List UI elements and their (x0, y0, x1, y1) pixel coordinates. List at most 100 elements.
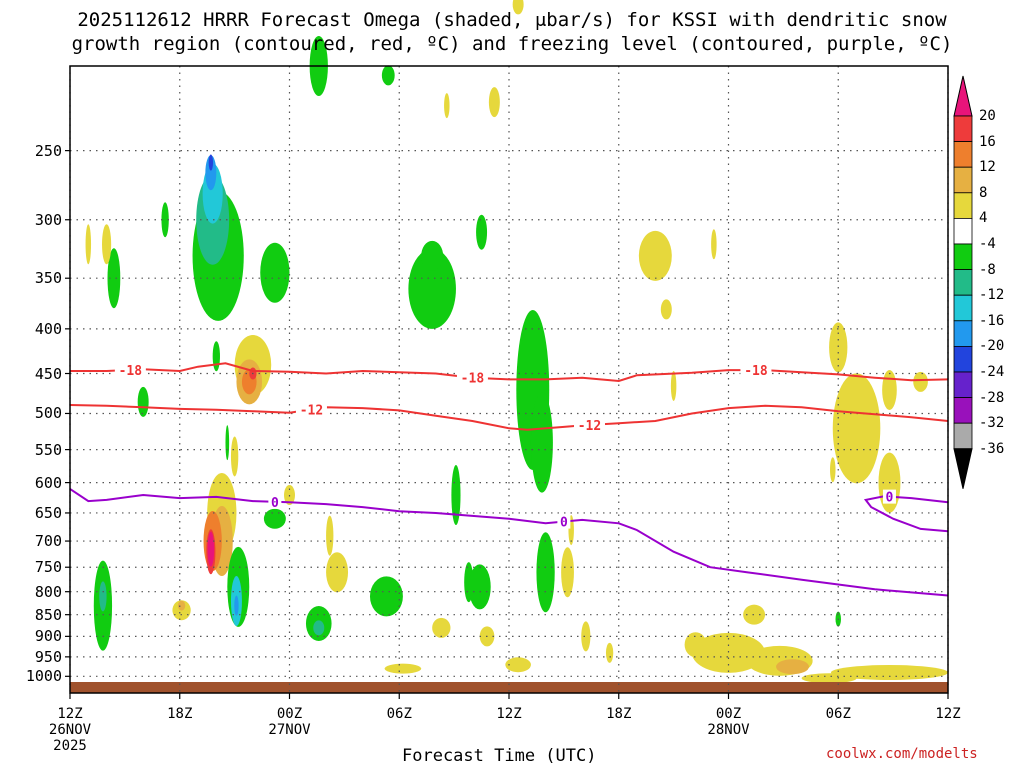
x-tick-label: 18Z (606, 706, 632, 722)
contour-label: -18 (119, 364, 143, 379)
omega-blob (776, 659, 809, 675)
chart-title-line-1: 2025112612 HRRR Forecast Omega (shaded, … (77, 9, 947, 31)
omega-blob (137, 386, 149, 417)
colorbar-level-label: -28 (979, 389, 1005, 406)
omega-blob (313, 620, 325, 636)
omega-blob (530, 392, 553, 493)
omega-shading (85, 0, 948, 684)
omega-blob (882, 369, 897, 410)
colorbar-level-label: -36 (979, 440, 1005, 457)
omega-blob (536, 532, 555, 613)
omega-blob (207, 531, 215, 567)
x-tick-label: 06Z (825, 706, 851, 722)
contour-label: -12 (300, 403, 323, 418)
omega-blob (711, 229, 717, 260)
colorbar-swatch (953, 141, 973, 168)
omega-blob (444, 93, 450, 119)
omega-blob (208, 154, 214, 171)
colorbar-swatch (953, 422, 973, 450)
omega-blob (476, 214, 488, 250)
y-tick-label: 400 (34, 319, 62, 338)
omega-blob (85, 224, 92, 265)
omega-blob (260, 242, 290, 303)
contour-label: 0 (271, 496, 279, 511)
x-tick-label: 12Z (496, 706, 522, 722)
y-tick-label: 600 (34, 473, 62, 492)
x-date-label: 28NOV (707, 722, 750, 738)
y-tick-label: 800 (34, 582, 62, 601)
contour-label: 0 (560, 516, 568, 531)
omega-blob (99, 581, 107, 612)
colorbar-level-label: 8 (979, 184, 988, 201)
omega-blob (369, 576, 403, 617)
omega-blob (913, 371, 928, 392)
omega-blob (263, 508, 286, 529)
omega-blob (161, 202, 169, 238)
y-tick-label: 1000 (25, 667, 62, 686)
omega-blob (107, 248, 121, 309)
omega-blob (432, 617, 451, 638)
contour-label-bg (573, 417, 605, 432)
y-tick-label: 550 (34, 440, 62, 459)
y-tick-label: 350 (34, 269, 62, 288)
colorbar-level-label: -16 (979, 312, 1005, 329)
colorbar-swatch (953, 320, 973, 347)
omega-blob (832, 373, 881, 484)
contour-label-bg (114, 362, 146, 377)
colorbar-swatch (953, 166, 973, 194)
contour-line (69, 404, 949, 431)
colorbar-level-label: 16 (979, 133, 996, 150)
omega-blob (230, 436, 239, 477)
omega-blob (468, 564, 491, 610)
x-tick-label: 12Z (57, 706, 83, 722)
colorbar-swatch (953, 192, 973, 219)
omega-blob (384, 663, 422, 674)
contour-label: 0 (886, 491, 894, 506)
colorbar-top-arrow (953, 75, 973, 117)
colorbar-swatch (953, 294, 973, 322)
omega-blob (670, 370, 677, 401)
contour-label-bg (882, 489, 896, 504)
y-tick-label: 750 (34, 558, 62, 577)
y-tick-label: 450 (34, 364, 62, 383)
omega-blob (691, 632, 766, 673)
x-tick-label: 12Z (935, 706, 961, 722)
colorbar-level-label: 12 (979, 159, 996, 176)
omega-blob (512, 0, 524, 15)
y-tick-label: 950 (34, 647, 62, 666)
omega-blob (638, 230, 672, 281)
y-tick-label: 300 (34, 210, 62, 229)
colorbar-swatch (953, 397, 973, 424)
omega-blob (177, 600, 186, 611)
colorbar-level-label: -32 (979, 415, 1005, 432)
colorbar-level-label: -4 (979, 236, 996, 252)
colorbar-level-label: -12 (979, 287, 1005, 304)
colorbar-swatch (953, 217, 973, 245)
omega-blob (684, 632, 707, 658)
contour-label-bg (557, 514, 571, 529)
omega-blob (451, 465, 461, 526)
omega-blob (561, 547, 574, 598)
omega-blob (326, 515, 334, 556)
colorbar-level-label: -20 (979, 338, 1005, 355)
y-tick-label: 500 (34, 404, 62, 423)
contour-line (69, 488, 949, 597)
omega-blob (225, 425, 230, 461)
temperature-contours: -18 -18 -18 -12 -12 0 0 0 (69, 362, 949, 597)
omega-blob (660, 299, 672, 320)
x-tick-label: 06Z (386, 706, 412, 722)
omega-blob (381, 65, 395, 86)
colorbar-swatch (953, 371, 973, 399)
omega-blob (102, 224, 112, 265)
contour-label-bg (740, 363, 772, 378)
contour-label: -18 (461, 372, 485, 387)
y-tick-label: 900 (34, 627, 62, 646)
x-tick-label: 18Z (167, 706, 193, 722)
credit-link[interactable]: coolwx.com/modelts (826, 746, 978, 762)
contour-label-bg (295, 402, 327, 417)
omega-blob (326, 552, 349, 593)
omega-blob (408, 248, 456, 329)
colorbar-bottom-arrow (953, 448, 973, 489)
colorbar-swatch (953, 243, 973, 271)
contour-label-bg (268, 494, 282, 509)
